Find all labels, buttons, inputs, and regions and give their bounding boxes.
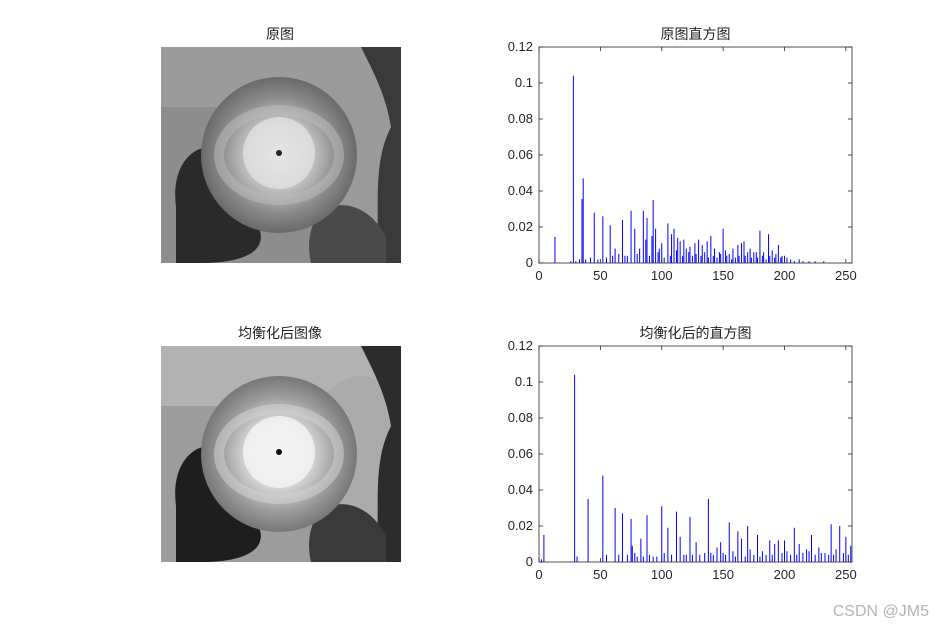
y-tick-label: 0.02	[508, 518, 533, 533]
equalized-image	[161, 346, 401, 562]
y-tick-label: 0.06	[508, 147, 533, 162]
y-tick-label: 0.04	[508, 183, 533, 198]
axes-box	[538, 345, 853, 563]
y-tick-label: 0.08	[508, 111, 533, 126]
y-tick-label: 0.08	[508, 410, 533, 425]
original-image-title: 原图	[266, 27, 294, 43]
x-tick-label: 150	[712, 567, 734, 582]
axes-box	[538, 46, 853, 264]
x-tick-label: 50	[593, 567, 607, 582]
x-tick-label: 200	[774, 567, 796, 582]
histogram-1: 均衡化后的直方图 0 0.02 0.04 0.06 0.08 0.1 0.12 0 50 100 15…	[508, 325, 857, 582]
chart-title: 均衡化后的直方图	[640, 325, 752, 341]
original-image	[161, 47, 401, 263]
x-tick-label: 0	[535, 567, 542, 582]
y-tick-label: 0.06	[508, 446, 533, 461]
y-tick-label: 0.1	[515, 374, 533, 389]
x-tick-label: 50	[593, 268, 607, 283]
x-tick-label: 250	[835, 567, 857, 582]
x-tick-label: 250	[835, 268, 857, 283]
equalized-image-title: 均衡化后图像	[238, 326, 322, 342]
x-tick-label: 150	[712, 268, 734, 283]
y-tick-label: 0.12	[508, 338, 533, 353]
x-tick-label: 100	[651, 268, 673, 283]
y-tick-label: 0.04	[508, 482, 533, 497]
chart-title: 原图直方图	[661, 26, 731, 42]
watermark: CSDN @JM5	[832, 603, 929, 620]
y-tick-label: 0.02	[508, 219, 533, 234]
y-tick-label: 0.1	[515, 75, 533, 90]
y-tick-label: 0.12	[508, 39, 533, 54]
x-tick-label: 100	[651, 567, 673, 582]
histogram-0: 原图直方图 0 0.02 0.04 0.06 0.08 0.1 0.12 0 50 100 150 20…	[508, 26, 857, 283]
y-tick-label: 0	[526, 255, 533, 270]
x-tick-label: 0	[535, 268, 542, 283]
x-tick-label: 200	[774, 268, 796, 283]
y-tick-label: 0	[526, 554, 533, 569]
